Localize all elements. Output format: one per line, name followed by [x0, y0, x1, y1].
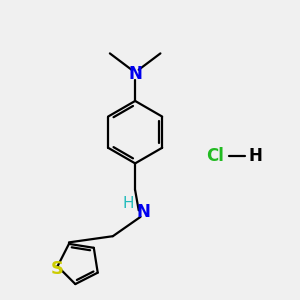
Text: S: S — [51, 260, 64, 278]
Text: N: N — [128, 65, 142, 83]
Text: N: N — [136, 203, 150, 221]
Text: Cl: Cl — [206, 147, 224, 165]
Text: H: H — [123, 196, 134, 211]
Text: H: H — [249, 147, 262, 165]
